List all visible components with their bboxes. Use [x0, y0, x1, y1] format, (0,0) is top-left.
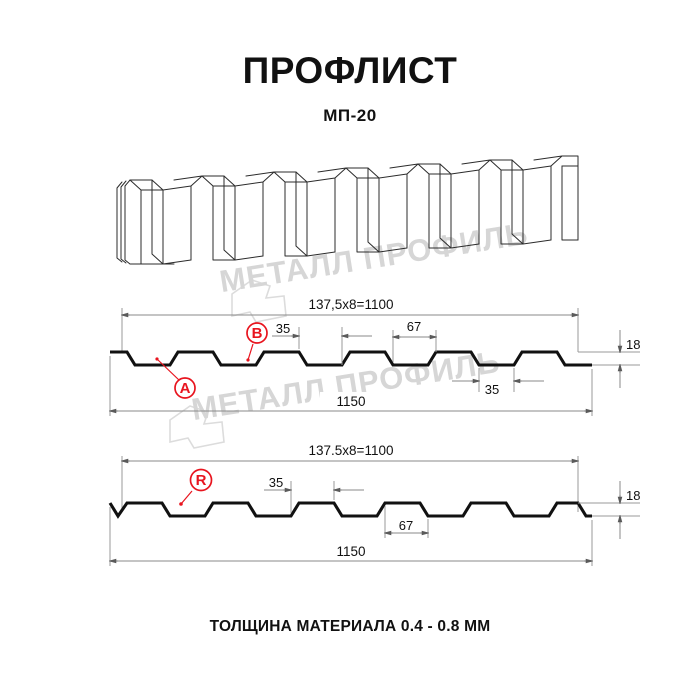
- dimension-label-35-lower-top: 35: [485, 382, 499, 397]
- dimension-label-67-top: 67: [407, 319, 421, 334]
- dimension-35-lower-top: 35: [452, 368, 544, 397]
- dimension-67-bottom: 67: [385, 506, 428, 538]
- page-title: ПРОФЛИСТ: [242, 50, 458, 91]
- iso-sheet-body: [116, 155, 579, 265]
- dimension-label-67-bottom: 67: [399, 518, 413, 533]
- dimension-1150-bottom: 1150: [110, 542, 592, 561]
- dimension-label-1100-top: 137,5x8=1100: [309, 297, 394, 312]
- dimension-35-bottom: 35: [264, 475, 364, 513]
- title-block: ПРОФЛИСТ МП-20: [0, 52, 700, 126]
- dimension-1100-bottom: 137.5x8=1100: [122, 442, 578, 461]
- dimension-18-top: 18: [578, 330, 640, 388]
- material-thickness-note: ТОЛЩИНА МАТЕРИАЛА 0.4 - 0.8 ММ: [209, 618, 491, 635]
- product-model: МП-20: [323, 106, 377, 125]
- dimension-label-1150-bottom: 1150: [336, 544, 365, 559]
- marker-b: B: [246, 322, 268, 362]
- section-top: 137,5x8=1100 35 67: [110, 296, 640, 416]
- dimension-label-18-top: 18: [626, 337, 640, 352]
- marker-r: R: [179, 468, 213, 506]
- dimension-label-1100-bottom: 137.5x8=1100: [309, 443, 394, 458]
- extension-lines-top-1150: [109, 356, 593, 416]
- marker-b-label: B: [252, 325, 263, 342]
- dimension-label-35-bottom: 35: [269, 475, 283, 490]
- profile-outline-top: [110, 350, 592, 367]
- dimension-1100-top: 137,5x8=1100: [122, 296, 578, 315]
- dimension-35-upper-top: 35: [272, 321, 372, 365]
- dimension-18-bottom: 18: [578, 481, 640, 539]
- marker-a: A: [155, 357, 196, 399]
- dimension-label-1150-top: 1150: [336, 394, 365, 409]
- dimension-67-top: 67: [393, 319, 436, 362]
- dimension-label-18-bottom: 18: [626, 488, 640, 503]
- dimension-1150-top: 1150: [110, 392, 592, 411]
- extension-lines-bottom-1150: [109, 507, 593, 566]
- section-bottom: 137.5x8=1100 35 67: [108, 442, 640, 566]
- marker-r-label: R: [196, 472, 207, 489]
- dimension-label-35-upper-top: 35: [276, 321, 290, 336]
- marker-a-label: A: [180, 380, 191, 397]
- profile-outline-bottom: [108, 501, 592, 519]
